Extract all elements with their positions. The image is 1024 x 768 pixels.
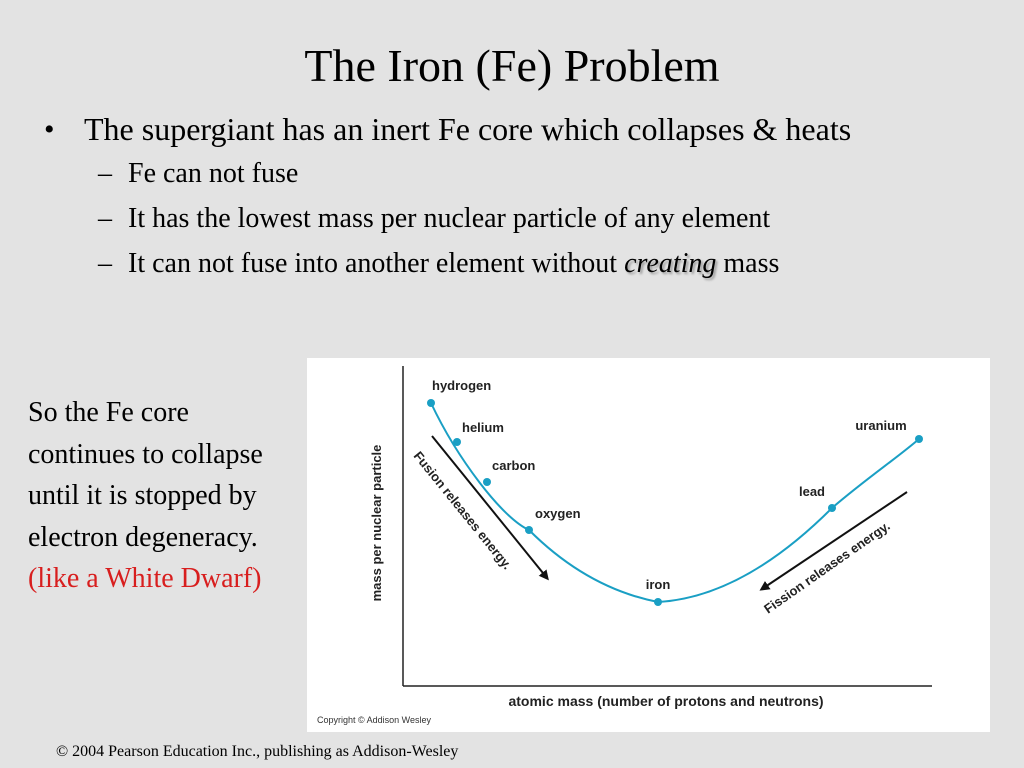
sub-bullet-fuse-text: Fe can not fuse (128, 158, 299, 189)
binding-energy-figure: mass per nuclear particle atomic mass (n… (307, 358, 990, 732)
sub-bullet-create-end: mass (716, 248, 780, 279)
creating-emphasis: creating (624, 248, 717, 279)
point-hydrogen (427, 399, 435, 407)
x-axis-label: atomic mass (number of protons and neutr… (508, 693, 823, 709)
sub-bullet-create-text: It can not fuse into another element wit… (128, 248, 625, 279)
figure-copyright: Copyright © Addison Wesley (317, 715, 432, 725)
side-text: So the Fe core continues to collapse unt… (28, 392, 268, 600)
point-label-hydrogen: hydrogen (432, 378, 491, 393)
footer-copyright: © 2004 Pearson Education Inc., publishin… (56, 743, 459, 760)
fission-arrow (759, 491, 908, 591)
point-oxygen (525, 526, 533, 534)
sub-bullet-fuse: – Fe can not fuse (40, 151, 1000, 196)
sub-bullet-create: – It can not fuse into another element w… (40, 241, 1000, 286)
point-label-uranium: uranium (855, 418, 906, 433)
slide-title: The Iron (Fe) Problem (304, 40, 720, 91)
sub-bullet-lowest: – It has the lowest mass per nuclear par… (40, 196, 1000, 241)
point-label-lead: lead (799, 484, 825, 499)
point-label-carbon: carbon (492, 458, 535, 473)
bullet-dot-icon: • (44, 113, 55, 146)
bullet-list: • The supergiant has an inert Fe core wh… (40, 108, 1000, 286)
point-label-oxygen: oxygen (535, 506, 581, 521)
sub-bullet-lowest-text: It has the lowest mass per nuclear parti… (128, 203, 771, 234)
mass-curve-line (430, 402, 920, 604)
mass-curve-chart: mass per nuclear particle atomic mass (n… (317, 366, 932, 725)
dash-icon: – (98, 158, 112, 189)
side-text-main: So the Fe core continues to collapse unt… (28, 397, 263, 553)
bullet-main-text: The supergiant has an inert Fe core whic… (84, 111, 852, 147)
dash-icon: – (98, 203, 112, 234)
dash-icon: – (98, 248, 112, 279)
fission-label: Fission releases energy. (761, 518, 893, 616)
point-lead (828, 504, 836, 512)
y-axis-label: mass per nuclear particle (369, 445, 384, 602)
point-helium (453, 438, 461, 446)
bullet-main: • The supergiant has an inert Fe core wh… (40, 108, 1000, 151)
fusion-arrow (431, 435, 549, 581)
point-iron (654, 598, 662, 606)
point-carbon (483, 478, 491, 486)
point-uranium (915, 435, 923, 443)
point-label-helium: helium (462, 420, 504, 435)
point-label-iron: iron (646, 577, 671, 592)
side-text-red: (like a White Dwarf) (28, 563, 262, 594)
